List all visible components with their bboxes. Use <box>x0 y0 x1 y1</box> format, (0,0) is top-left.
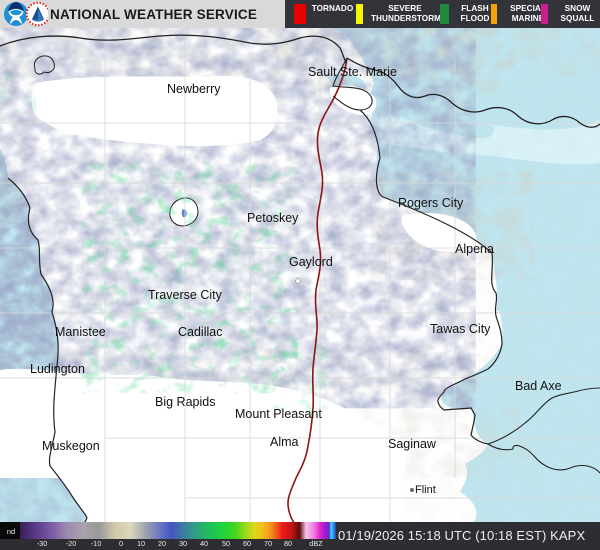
svg-text:Bad Axe: Bad Axe <box>515 379 562 393</box>
svg-text:60: 60 <box>243 539 251 548</box>
svg-text:-30: -30 <box>37 539 48 548</box>
svg-text:Manistee: Manistee <box>55 325 106 339</box>
svg-text:Rogers City: Rogers City <box>398 196 464 210</box>
svg-text:Sault Ste. Marie: Sault Ste. Marie <box>308 65 397 79</box>
svg-text:-10: -10 <box>91 539 102 548</box>
svg-text:Gaylord: Gaylord <box>289 255 333 269</box>
svg-text:Cadillac: Cadillac <box>178 325 222 339</box>
svg-text:Mount Pleasant: Mount Pleasant <box>235 407 322 421</box>
svg-text:-20: -20 <box>66 539 77 548</box>
svg-text:50: 50 <box>222 539 230 548</box>
svg-text:Flint: Flint <box>415 484 436 496</box>
svg-text:10: 10 <box>137 539 145 548</box>
svg-text:Tawas City: Tawas City <box>430 322 491 336</box>
svg-text:20: 20 <box>158 539 166 548</box>
svg-text:Traverse City: Traverse City <box>148 288 223 302</box>
svg-text:30: 30 <box>179 539 187 548</box>
svg-text:Petoskey: Petoskey <box>247 211 299 225</box>
svg-text:Muskegon: Muskegon <box>42 439 100 453</box>
svg-text:Alma: Alma <box>270 435 299 449</box>
svg-text:Saginaw: Saginaw <box>388 437 437 451</box>
svg-text:Newberry: Newberry <box>167 82 221 96</box>
svg-text:0: 0 <box>119 539 123 548</box>
svg-text:nd: nd <box>7 527 15 536</box>
svg-text:70: 70 <box>264 539 272 548</box>
svg-text:Ludington: Ludington <box>30 362 85 376</box>
svg-text:Big Rapids: Big Rapids <box>155 395 215 409</box>
svg-text:Alpena: Alpena <box>455 242 494 256</box>
svg-text:40: 40 <box>200 539 208 548</box>
svg-text:80: 80 <box>284 539 292 548</box>
svg-text:dBZ: dBZ <box>309 539 323 548</box>
